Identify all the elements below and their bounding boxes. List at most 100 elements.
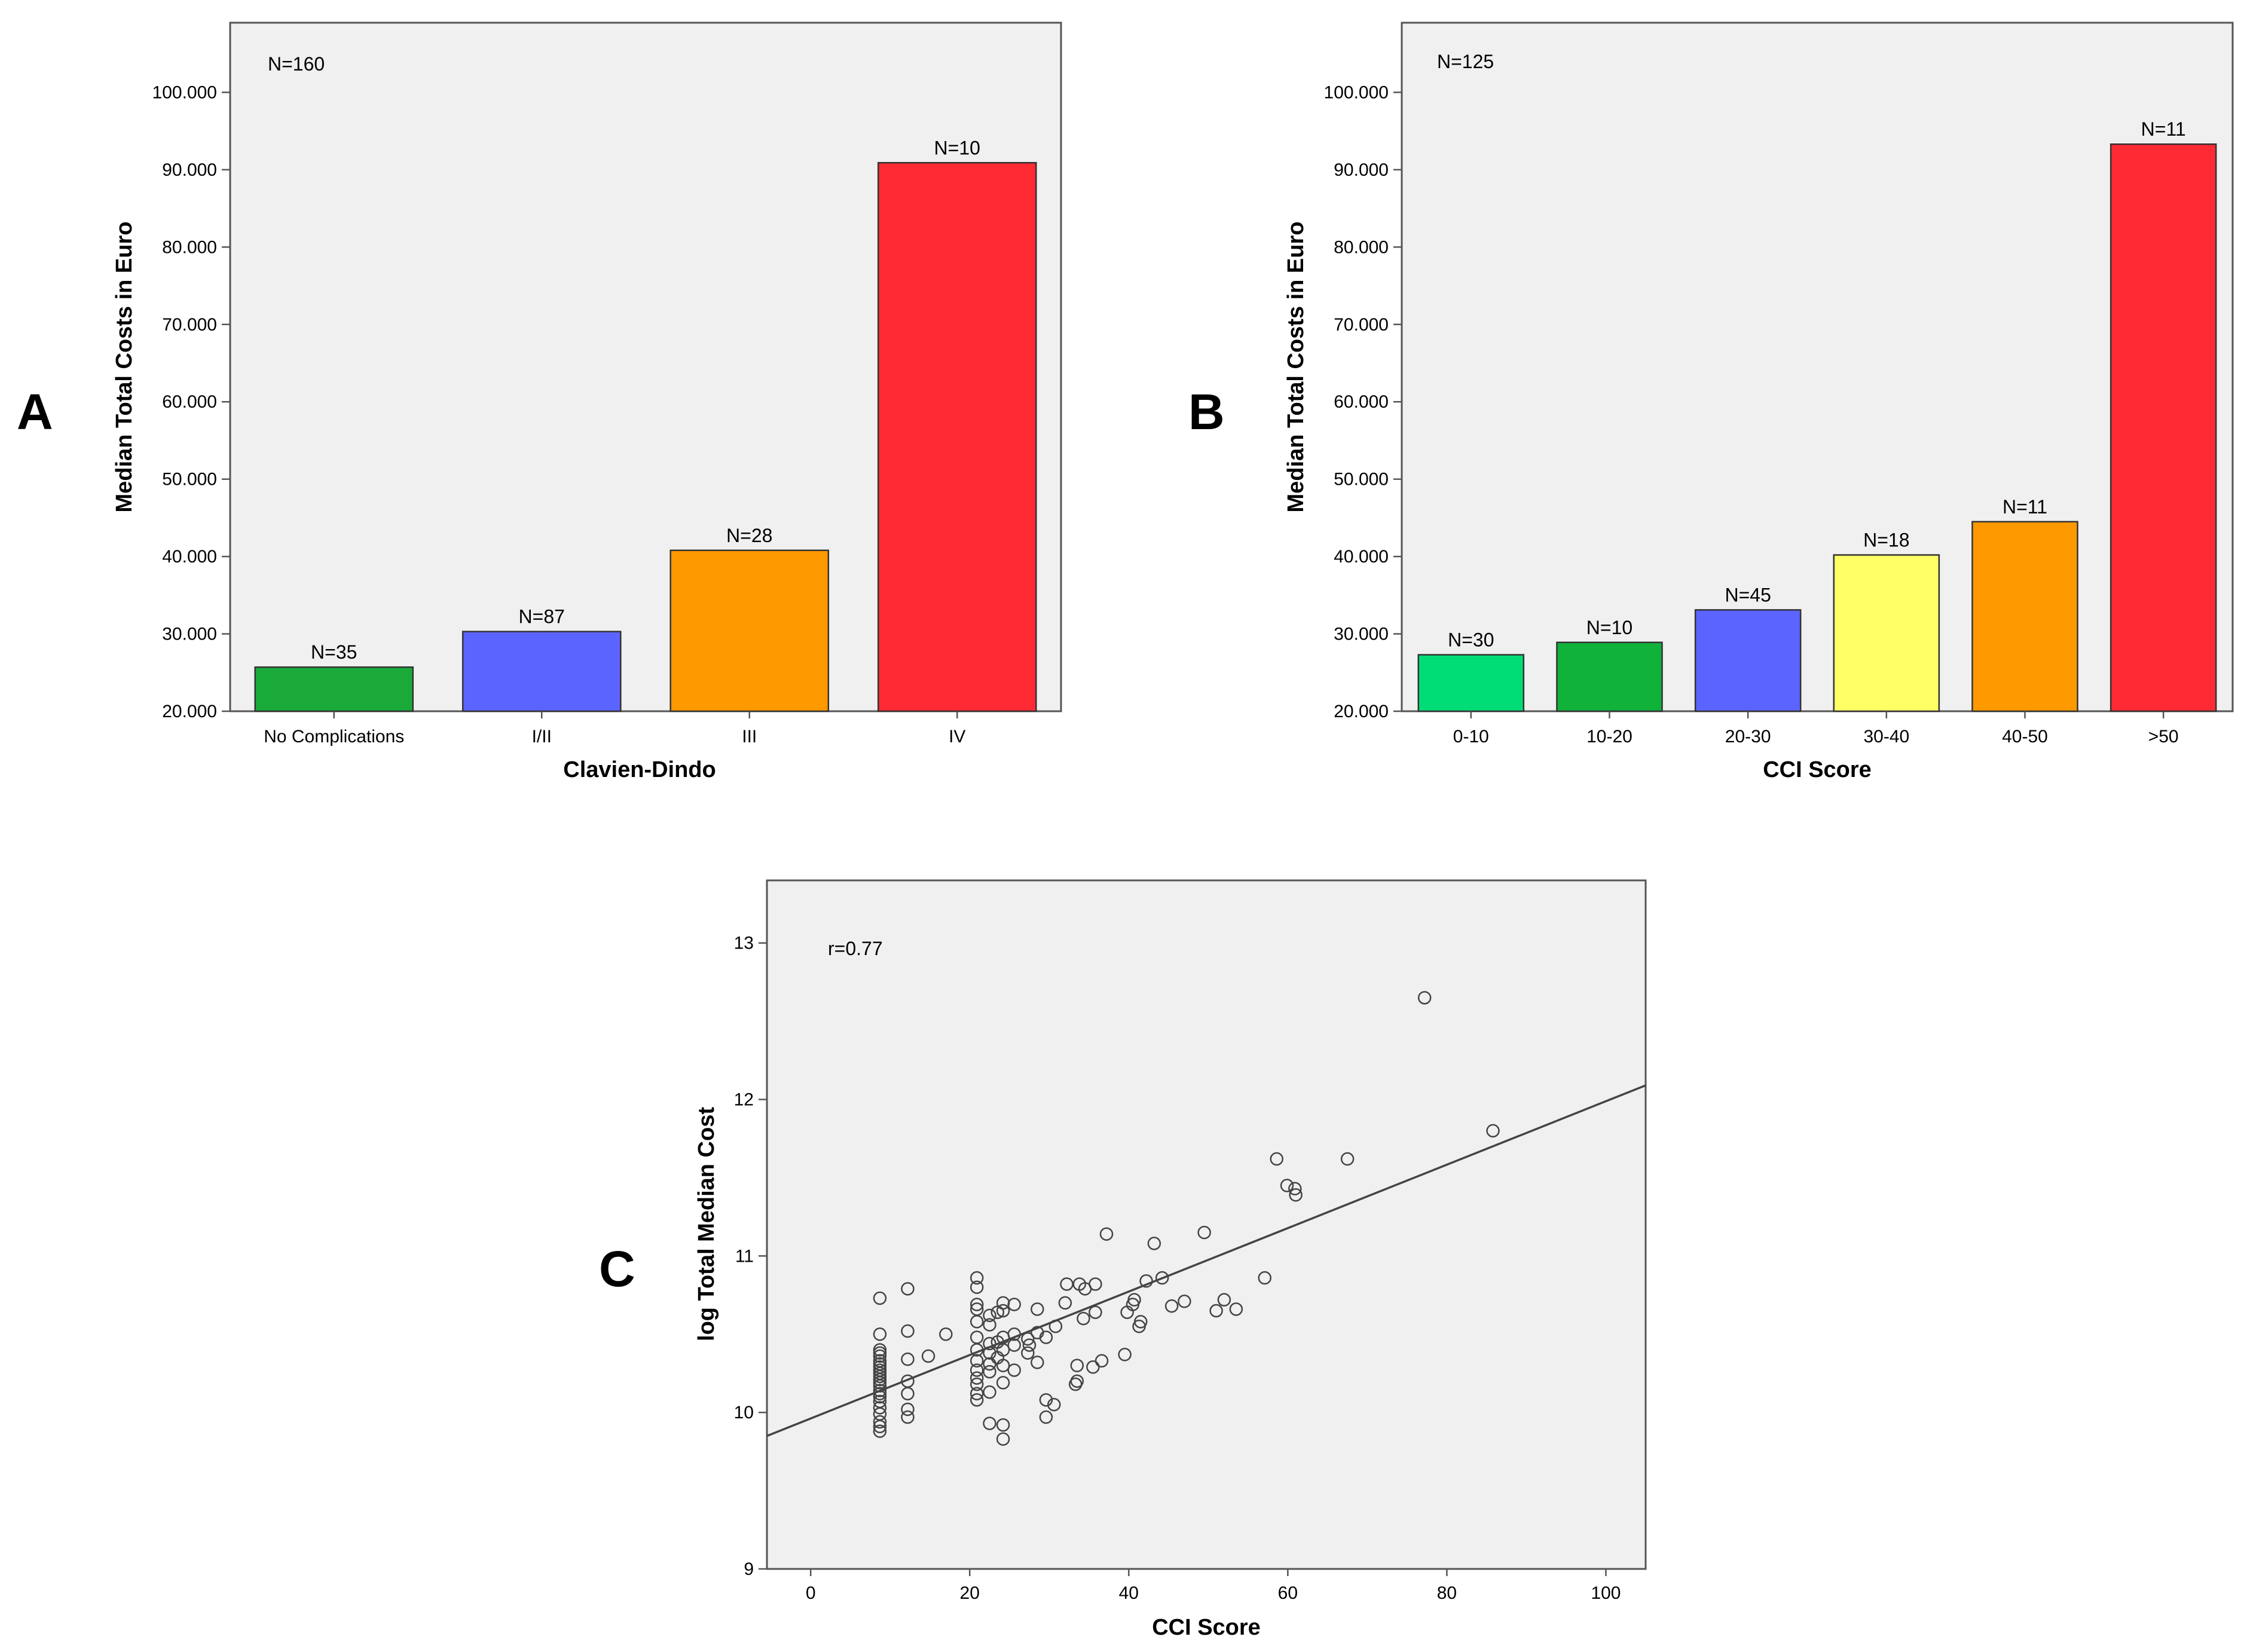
scatter-point [1039, 1410, 1053, 1424]
scatter-point [1007, 1338, 1021, 1352]
y-tick-label: 90.000 [162, 160, 217, 180]
bar-n-label: N=10 [934, 137, 980, 158]
scatter-point [970, 1387, 984, 1401]
bar-b-1 [1556, 641, 1663, 712]
bar-chart-clavien-dindo: N=160 20.000 30.000 40.000 50.000 60.000 70.0… [112, 22, 1062, 782]
panel-b: B N=125 20.000 30.000 40.000 50.000 60.000 70… [1188, 22, 2234, 782]
scatter-point [996, 1304, 1010, 1318]
plot-area-b [1401, 22, 2234, 712]
x-tick-label: 60 [1278, 1583, 1298, 1603]
x-tick-label: 20-30 [1725, 727, 1771, 747]
scatter-point [983, 1308, 996, 1323]
scatter-point [970, 1271, 984, 1285]
scatter-point [873, 1343, 887, 1357]
scatter-point [901, 1410, 915, 1424]
scatter-point [970, 1298, 984, 1311]
bar-b-5 [2110, 143, 2217, 712]
plot-area-c [766, 879, 1647, 1570]
panel-a: A N=160 20.000 30.000 40.000 50.000 60.000 70… [17, 22, 1062, 782]
bar-n-label: N=11 [2003, 496, 2047, 518]
scatter-point [1095, 1354, 1109, 1368]
bar-n-label: N=35 [311, 641, 357, 663]
y-tick-label: 20.000 [1334, 702, 1389, 721]
y-tick-label: 50.000 [162, 470, 217, 490]
y-tick-label: 100.000 [152, 82, 217, 102]
y-tick-label: 13 [734, 934, 754, 953]
bar-a-1 [461, 631, 622, 712]
scatter-point [1007, 1363, 1021, 1377]
y-tick-label: 70.000 [1334, 315, 1389, 335]
scatter-point [1086, 1360, 1100, 1374]
scatter-point [1258, 1271, 1272, 1285]
x-tick-label: 80 [1437, 1583, 1457, 1603]
scatter-point [1031, 1302, 1044, 1316]
scatter-point [996, 1418, 1010, 1432]
scatter-point [1417, 991, 1432, 1005]
scatter-point [1070, 1359, 1084, 1372]
scatter-point [873, 1354, 887, 1368]
y-tick-label: 30.000 [162, 625, 217, 644]
scatter-point [983, 1318, 996, 1332]
scatter-point [873, 1360, 887, 1374]
y-tick-label: 40.000 [1334, 547, 1389, 567]
scatter-point [1060, 1277, 1074, 1291]
scatter-point [1147, 1237, 1161, 1250]
scatter-point [996, 1359, 1010, 1372]
x-tick-label: III [742, 727, 757, 747]
y-tick-label: 12 [734, 1090, 754, 1110]
x-tick-label: 40-50 [2002, 727, 2048, 747]
bar-a-0 [254, 666, 414, 712]
scatter-point [970, 1302, 984, 1316]
scatter-point [1340, 1152, 1355, 1166]
scatter-point [1089, 1277, 1102, 1291]
scatter-point [1077, 1311, 1090, 1326]
scatter-point [996, 1376, 1010, 1390]
scatter-point [1289, 1188, 1303, 1202]
scatter-point [1039, 1393, 1053, 1407]
scatter-point [983, 1365, 996, 1379]
y-tick-label: 100.000 [1324, 82, 1389, 102]
x-tick-label: IV [949, 727, 965, 747]
x-axis-a: No Complications I/II III IV [264, 711, 965, 747]
bar-n-label: N=30 [1448, 629, 1494, 651]
x-axis-title-b: CCI Score [1763, 757, 1872, 782]
scatter-point [873, 1394, 887, 1409]
bar-b-0 [1417, 654, 1525, 712]
scatter-point [873, 1363, 887, 1377]
scatter-point [970, 1354, 984, 1368]
x-tick-label: I/II [532, 727, 552, 747]
x-tick-label: No Complications [264, 727, 404, 747]
scatter-point [1270, 1152, 1283, 1166]
bar-n-label: N=87 [519, 606, 565, 628]
scatter-point [873, 1327, 887, 1341]
regression-line [766, 1084, 1646, 1437]
x-axis-c: 0 20 40 60 80 100 [806, 1569, 1621, 1603]
y-axis-c: 9 10 11 12 13 [734, 934, 767, 1579]
scatter-point [901, 1282, 915, 1296]
x-tick-label: 30-40 [1863, 727, 1909, 747]
scatter-point [1070, 1374, 1084, 1388]
bar-n-label: N=28 [726, 525, 772, 546]
y-tick-label: 10 [734, 1403, 754, 1422]
x-tick-label: 40 [1119, 1583, 1139, 1603]
y-axis-a: 20.000 30.000 40.000 50.000 60.000 70.000 80.0… [152, 82, 230, 721]
scatter-point [970, 1280, 984, 1294]
scatter-point [983, 1417, 996, 1430]
total-n-label-a: N=160 [268, 53, 325, 75]
bar-n-label: N=18 [1863, 530, 1909, 551]
scatter-point [1127, 1293, 1141, 1307]
x-axis-b: 0-10 10-20 20-30 30-40 40-50 >50 [1453, 711, 2179, 747]
scatter-point [970, 1330, 984, 1344]
x-tick-label: 20 [960, 1583, 980, 1603]
x-tick-label: 0-10 [1453, 727, 1489, 747]
y-tick-label: 70.000 [162, 315, 217, 335]
scatter-point [983, 1385, 996, 1399]
y-tick-label: 20.000 [162, 702, 217, 721]
y-axis-title-b: Median Total Costs in Euro [1283, 222, 1309, 513]
scatter-point [1007, 1298, 1021, 1311]
scatter-point [873, 1346, 887, 1360]
y-tick-label: 60.000 [1334, 392, 1389, 412]
scatter-point [901, 1402, 915, 1417]
scatter-point [1229, 1302, 1243, 1316]
